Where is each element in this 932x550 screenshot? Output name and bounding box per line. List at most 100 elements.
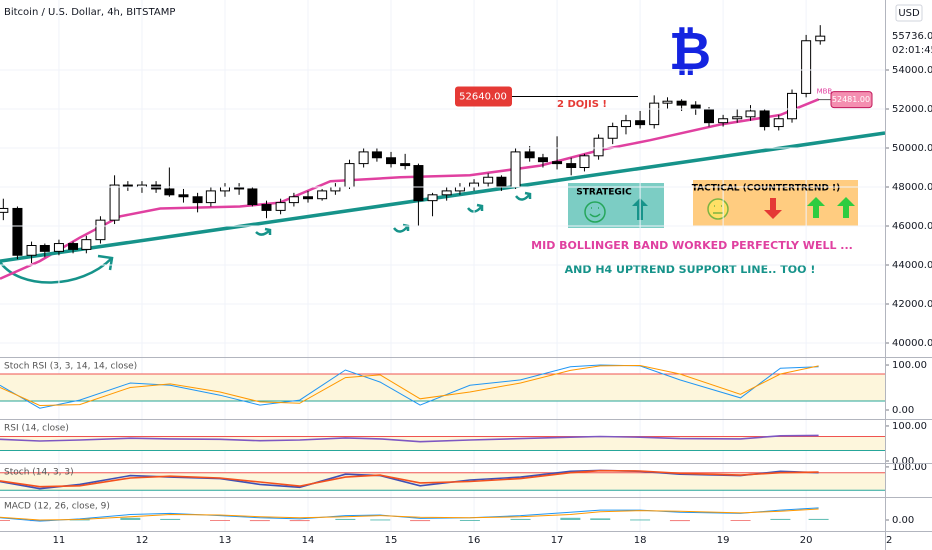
candle-body [649, 102, 660, 126]
line [0, 364, 819, 409]
candle-body [483, 176, 494, 184]
candle-body [773, 118, 784, 128]
candle-body [607, 126, 618, 139]
candle-body [745, 110, 756, 118]
histogram-bar [770, 518, 791, 520]
currency-label[interactable]: USD [898, 8, 920, 19]
candle-body [303, 196, 314, 200]
candle-body [801, 40, 812, 94]
strategic-box [568, 183, 664, 228]
y-tick-label: 0.00 [892, 405, 914, 416]
y-tick-label: 42000.00 [892, 299, 932, 310]
y-tick-label: 100.00 [892, 462, 927, 473]
histogram-bar [808, 518, 829, 520]
histogram-bar [669, 520, 690, 522]
x-tick-label: 16 [468, 535, 481, 546]
candle-body [205, 190, 216, 204]
candle-body [288, 196, 299, 204]
histogram-bar [560, 517, 581, 520]
candle-body [275, 202, 286, 211]
candle-body [732, 116, 743, 120]
candle-body [26, 245, 37, 256]
y-tick-label: 100.00 [892, 421, 927, 432]
y-tick-label: 46000.00 [892, 221, 932, 232]
candle-body [178, 194, 189, 198]
candle-body [537, 157, 548, 163]
x-tick-label: 18 [634, 535, 647, 546]
price-tag [830, 91, 873, 109]
x-tick-label: 12 [136, 535, 149, 546]
histogram-bar [370, 519, 391, 521]
candle-body [566, 163, 577, 169]
candle-body [192, 196, 203, 204]
candle-body [579, 155, 590, 169]
candle-body [53, 243, 64, 252]
neutral-face [707, 198, 729, 220]
y-tick-label: 0.00 [892, 515, 914, 526]
histogram-bar [210, 520, 231, 521]
line [0, 364, 819, 407]
annotation: TACTICAL (COUNTERTREND !) [692, 184, 841, 194]
line [0, 508, 819, 521]
histogram-bar [160, 518, 181, 520]
candle-body [358, 151, 369, 165]
candle-body [635, 120, 646, 126]
y-tick-label: 54000.00 [892, 65, 932, 76]
candle-body [620, 120, 631, 128]
candle-body [454, 186, 465, 192]
currency-button[interactable] [895, 4, 923, 22]
candle-body [662, 100, 673, 104]
candle-body [690, 104, 701, 110]
x-tick-label: 19 [717, 535, 730, 546]
candle-body [39, 245, 50, 252]
candle-body [441, 190, 452, 196]
candle-body [552, 161, 563, 165]
x-tick-label: 11 [53, 535, 66, 546]
annotation: 2 DOJIS ! [557, 99, 607, 110]
candle-body [703, 108, 714, 124]
up-arrow [807, 197, 825, 218]
price-tag [455, 86, 512, 107]
x-tick-label: 17 [551, 535, 564, 546]
annotation: MID BOLLINGER BAND WORKED PERFECTLY WELL… [531, 239, 853, 252]
histogram-bar [289, 520, 310, 522]
candle-body [676, 100, 687, 106]
x-tick-label: 2 [886, 535, 892, 546]
line [0, 131, 886, 263]
smiley [584, 201, 606, 223]
histogram-bar [249, 520, 270, 522]
candle-body [759, 110, 770, 128]
y-tick-label: 40000.00 [892, 338, 932, 349]
pane-title: MACD (12, 26, close, 9) [4, 502, 110, 512]
pane-title: Stoch (14, 3, 3) [4, 468, 74, 478]
histogram-bar [29, 520, 50, 522]
pane-title: Stoch RSI (3, 3, 14, 14, close) [4, 362, 137, 372]
candle-body [371, 151, 382, 159]
band-fill [0, 472, 885, 491]
candle-body [524, 151, 535, 159]
candle-body [427, 194, 438, 202]
annotation: AND H4 UPTREND SUPPORT LINE.. TOO ! [565, 263, 816, 276]
x-tick-label: 14 [302, 535, 315, 546]
histogram-bar [335, 518, 356, 520]
last-price-label: 55736.02 [892, 31, 932, 42]
candle-body [95, 219, 106, 241]
histogram-bar [730, 520, 751, 521]
candle-body [81, 239, 92, 250]
candle-body [787, 92, 798, 120]
candle-body [815, 35, 826, 42]
candle-body [0, 207, 9, 213]
y-tick-label: 44000.00 [892, 260, 932, 271]
candle-body [386, 157, 397, 165]
y-tick-label: 52000.00 [892, 104, 932, 115]
up-arrow [837, 197, 855, 218]
histogram-bar [510, 518, 531, 520]
histogram-bar [459, 520, 480, 521]
candle-body [12, 207, 23, 256]
histogram-bar [120, 517, 141, 520]
candle-body [219, 186, 230, 192]
price-tag-label: 52640.00 [459, 92, 507, 103]
histogram-bar [630, 519, 651, 521]
histogram-bar [590, 518, 611, 520]
